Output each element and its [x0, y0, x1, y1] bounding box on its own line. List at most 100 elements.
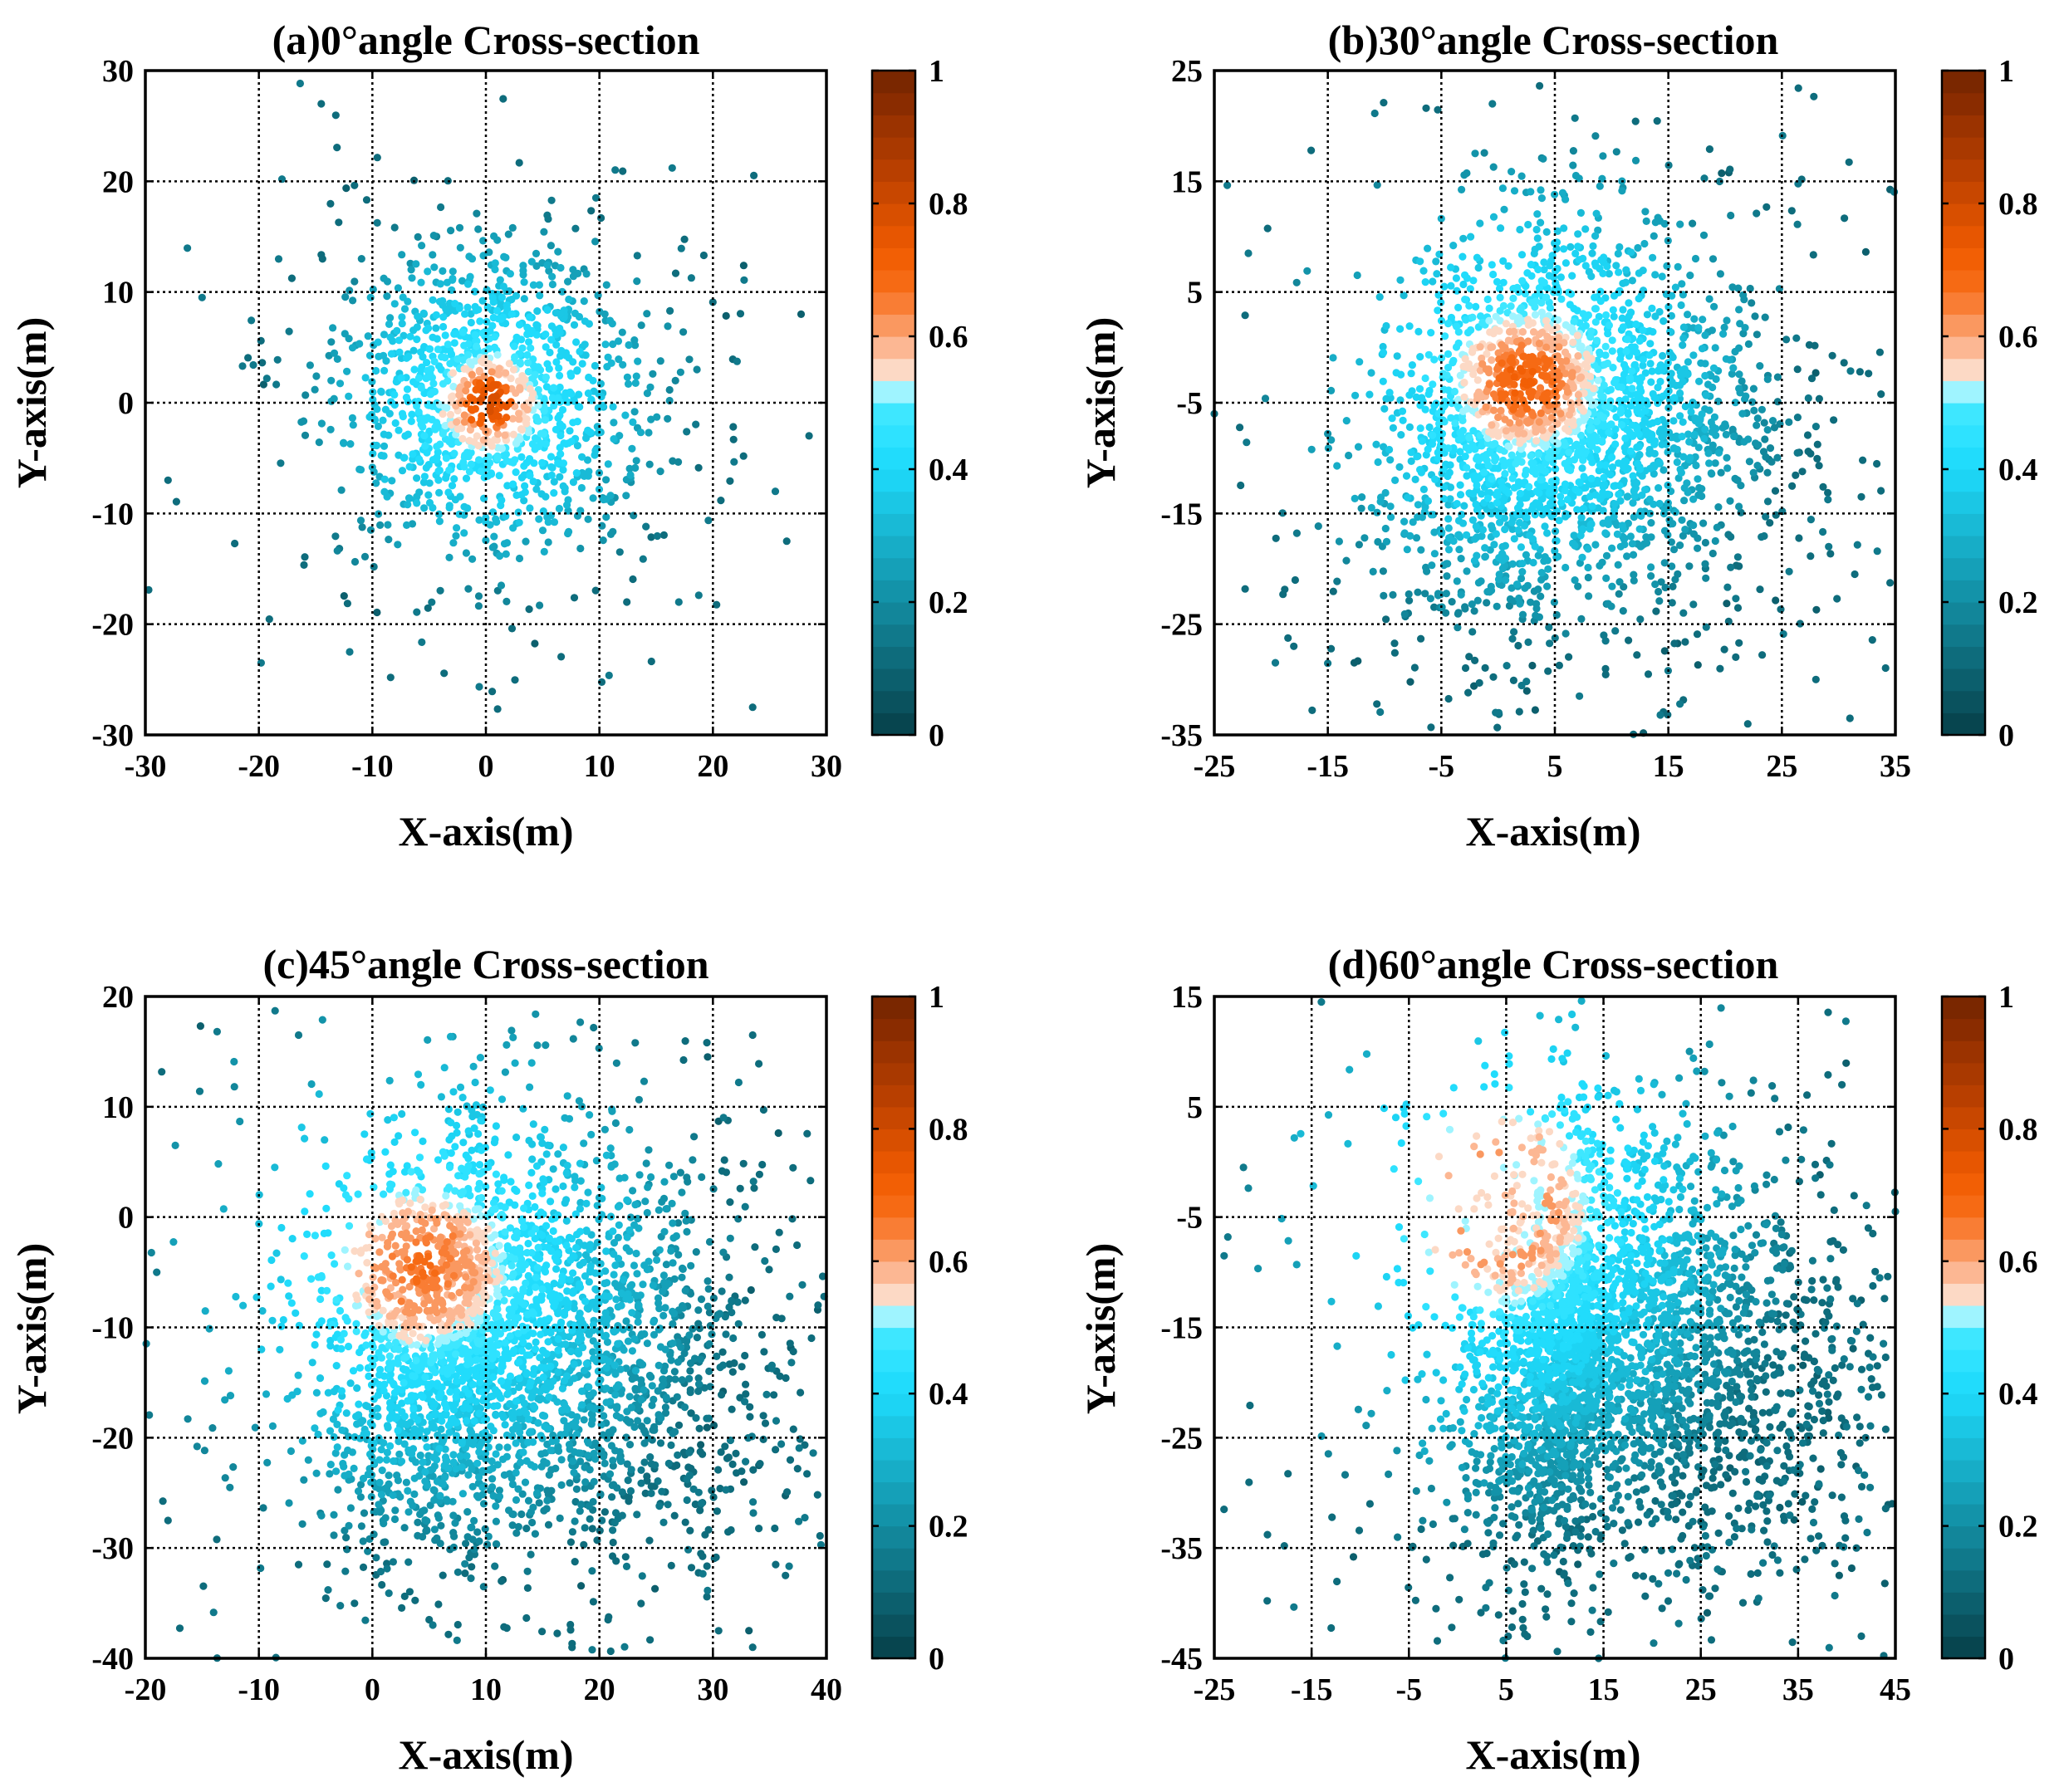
scatter-point: [1694, 544, 1702, 552]
scatter-point: [1393, 352, 1401, 360]
scatter-point: [1734, 284, 1743, 292]
scatter-point: [405, 1588, 414, 1596]
scatter-point: [1414, 501, 1422, 509]
scatter-point: [633, 277, 641, 286]
scatter-point: [1533, 210, 1542, 218]
scatter-point: [1596, 297, 1605, 306]
scatter-point: [464, 340, 473, 348]
scatter-point: [601, 340, 610, 349]
scatter-point: [606, 492, 615, 500]
scatter-point: [741, 1351, 749, 1360]
scatter-point: [1758, 651, 1767, 659]
scatter-point: [1468, 628, 1477, 636]
scatter-point: [1695, 483, 1704, 492]
scatter-point: [733, 1469, 741, 1477]
scatter-point: [1510, 327, 1518, 335]
scatter-point: [529, 477, 537, 486]
scatter-point: [677, 1343, 685, 1351]
scatter-point: [1670, 394, 1679, 402]
scatter-point: [734, 1078, 743, 1087]
scatter-point: [674, 1358, 683, 1366]
scatter-point: [1518, 328, 1527, 336]
y-tick-label: 0: [118, 386, 134, 421]
scatter-point: [653, 413, 661, 421]
scatter-point: [772, 1314, 781, 1322]
scatter-point: [265, 615, 273, 624]
colorbar-segment: [1942, 469, 1985, 492]
scatter-point: [803, 1129, 811, 1138]
scatter-point: [1694, 324, 1703, 332]
scatter-point: [515, 409, 523, 418]
scatter-point: [686, 1526, 694, 1535]
scatter-point: [1777, 605, 1785, 614]
x-axis-label-b: X-axis(m): [1465, 808, 1640, 854]
scatter-point: [634, 1417, 642, 1425]
scatter-point: [1508, 168, 1516, 176]
scatter-point: [602, 281, 610, 289]
scatter-point: [373, 154, 381, 162]
scatter-point: [594, 428, 602, 437]
scatter-point: [1658, 440, 1666, 449]
scatter-point: [1684, 311, 1692, 319]
scatter-point: [406, 1497, 414, 1506]
scatter-point: [669, 1307, 677, 1315]
colorbar-segment: [1942, 336, 1985, 360]
scatter-point: [1723, 316, 1731, 325]
scatter-point: [414, 1531, 422, 1540]
scatter-point: [664, 322, 672, 330]
scatter-point: [536, 601, 544, 610]
scatter-point: [1335, 537, 1343, 546]
scatter-point: [1373, 700, 1381, 708]
scatter-point: [658, 1487, 666, 1496]
scatter-point: [1537, 592, 1545, 600]
scatter-point: [538, 526, 547, 535]
scatter-point: [1660, 427, 1669, 435]
scatter-point: [512, 468, 520, 477]
scatter-point: [1524, 321, 1532, 329]
scatter-point: [1601, 529, 1610, 537]
scatter-point: [591, 586, 600, 595]
scatter-point: [1587, 424, 1596, 433]
scatter-point: [576, 347, 584, 355]
scatter-point: [420, 504, 429, 512]
scatter-point: [782, 1373, 790, 1383]
scatter-point: [418, 1507, 426, 1515]
scatter-point: [728, 1460, 737, 1468]
scatter-point: [1551, 634, 1559, 642]
scatter-point: [1454, 303, 1463, 311]
scatter-point: [708, 1330, 716, 1339]
scatter-point: [413, 499, 421, 507]
y-tick-label: -35: [1160, 718, 1203, 753]
scatter-point: [1524, 638, 1532, 647]
scatter-point: [740, 1478, 748, 1486]
scatter-point: [380, 442, 389, 450]
scatter-point: [655, 1305, 664, 1313]
y-tick-label: 20: [102, 164, 134, 199]
y-tick-label: 5: [1187, 276, 1203, 311]
scatter-point: [403, 521, 411, 530]
scatter-point: [555, 364, 563, 372]
scatter-point: [1686, 272, 1694, 280]
scatter-point: [387, 350, 395, 358]
scatter-point: [726, 1234, 734, 1242]
scatter-point: [1516, 600, 1524, 608]
scatter-point: [565, 1441, 574, 1449]
scatter-point: [1595, 467, 1603, 475]
scatter-point: [1382, 537, 1391, 546]
scatter-point: [1459, 252, 1467, 261]
scatter-point: [385, 1471, 393, 1480]
scatter-point: [531, 639, 539, 648]
scatter-point: [1727, 563, 1735, 571]
scatter-point: [505, 1506, 513, 1515]
scatter-point: [1497, 406, 1505, 415]
scatter-point: [470, 1516, 478, 1525]
scatter-point: [704, 1414, 713, 1422]
scatter-point: [354, 1487, 363, 1496]
scatter-point: [534, 417, 542, 425]
scatter-point: [1567, 399, 1576, 408]
scatter-point: [533, 1041, 542, 1050]
scatter-point: [1473, 453, 1482, 462]
scatter-point: [1681, 638, 1689, 646]
scatter-point: [1525, 482, 1533, 491]
scatter-point: [1650, 440, 1659, 448]
